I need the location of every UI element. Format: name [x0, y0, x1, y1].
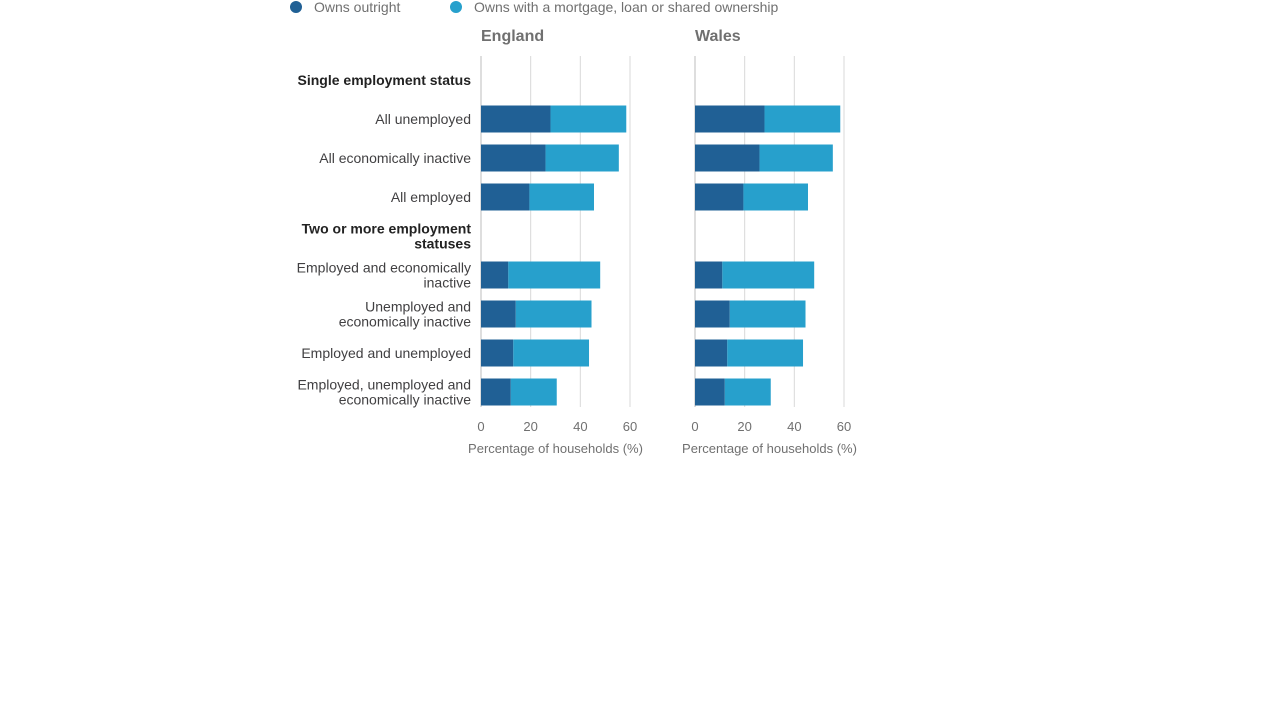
legend-label-owns-with-mortgage: Owns with a mortgage, loan or shared own…	[474, 0, 778, 15]
category-labels: Single employment status All unemployed Al…	[297, 72, 472, 408]
bar-england-all-economically-inactive-owns-with-a-mortgage-loan-or-shared-ownership	[545, 144, 619, 172]
legend-swatch-owns-outright	[290, 1, 302, 13]
x-axis-title-wales: Percentage of households (%)	[682, 441, 857, 456]
x-axis-title-england: Percentage of households (%)	[468, 441, 643, 456]
bar-wales-unemployed-and-economically-inactive-owns-with-a-mortgage-loan-or-shared-ownership	[729, 300, 806, 328]
tick-label-england-60: 60	[623, 419, 637, 434]
bar-wales-employed-unemployed-and-economically-inactive-owns-outright	[695, 378, 725, 406]
panel-title-wales: Wales	[695, 28, 741, 45]
tick-label-england-0: 0	[477, 419, 484, 434]
bar-england-employed-unemployed-and-economically-inactive-owns-with-a-mortgage-loan-or-shared-ownership	[510, 378, 557, 406]
bar-wales-unemployed-and-economically-inactive-owns-outright	[695, 300, 730, 328]
group-label-single-employment-status: Single employment status	[298, 72, 472, 88]
bar-wales-employed-unemployed-and-economically-inactive-owns-with-a-mortgage-loan-or-shared-ownership	[724, 378, 771, 406]
tick-label-england-40: 40	[573, 419, 587, 434]
bar-wales-all-unemployed-owns-outright	[695, 105, 765, 133]
tick-label-wales-40: 40	[787, 419, 801, 434]
bar-wales-employed-and-unemployed-owns-outright	[695, 339, 728, 367]
bar-england-employed-unemployed-and-economically-inactive-owns-outright	[481, 378, 511, 406]
tick-label-wales-20: 20	[737, 419, 751, 434]
tick-label-wales-0: 0	[691, 419, 698, 434]
bar-england-unemployed-and-economically-inactive-owns-with-a-mortgage-loan-or-shared-ownership	[515, 300, 592, 328]
group-label-two-or-more-employment-statuses: Two or more employment statuses	[302, 221, 472, 252]
legend-swatch-owns-with-mortgage	[450, 1, 462, 13]
category-label-all-unemployed: All unemployed	[375, 111, 471, 127]
bar-wales-all-unemployed-owns-with-a-mortgage-loan-or-shared-ownership	[764, 105, 841, 133]
bar-england-employed-and-unemployed-owns-outright	[481, 339, 514, 367]
bar-wales-all-employed-owns-outright	[695, 183, 744, 211]
category-label-employed-and-economically-inactive: Employed and economically inactive	[297, 260, 472, 291]
category-label-all-employed: All employed	[391, 189, 471, 205]
bar-england-all-unemployed-owns-outright	[481, 105, 551, 133]
panels: England 0 20 40 60 Percentage of households (…	[468, 28, 857, 456]
bar-england-all-economically-inactive-owns-outright	[481, 144, 546, 172]
category-label-all-economically-inactive: All economically inactive	[319, 150, 471, 166]
bar-wales-all-economically-inactive-owns-with-a-mortgage-loan-or-shared-ownership	[759, 144, 833, 172]
bar-england-unemployed-and-economically-inactive-owns-outright	[481, 300, 516, 328]
bar-wales-employed-and-economically-inactive-owns-with-a-mortgage-loan-or-shared-ownership	[722, 261, 815, 289]
bar-england-employed-and-economically-inactive-owns-outright	[481, 261, 509, 289]
bar-wales-employed-and-unemployed-owns-with-a-mortgage-loan-or-shared-ownership	[727, 339, 804, 367]
bar-wales-employed-and-economically-inactive-owns-outright	[695, 261, 723, 289]
tick-label-england-20: 20	[523, 419, 537, 434]
legend: Owns outright Owns with a mortgage, loan…	[290, 0, 778, 15]
category-label-unemployed-and-economically-inactive: Unemployed and economically inactive	[339, 299, 471, 330]
bar-wales-all-economically-inactive-owns-outright	[695, 144, 760, 172]
bar-england-employed-and-economically-inactive-owns-with-a-mortgage-loan-or-shared-ownership	[508, 261, 601, 289]
bar-england-all-employed-owns-with-a-mortgage-loan-or-shared-ownership	[529, 183, 594, 211]
panel-wales: Wales 0 20 40 60 Percentage of households (%)	[682, 28, 857, 456]
legend-label-owns-outright: Owns outright	[314, 0, 400, 15]
bar-england-all-employed-owns-outright	[481, 183, 530, 211]
panel-title-england: England	[481, 28, 544, 45]
panel-england: England 0 20 40 60 Percentage of households (…	[468, 28, 643, 456]
bar-wales-all-employed-owns-with-a-mortgage-loan-or-shared-ownership	[743, 183, 808, 211]
bar-england-employed-and-unemployed-owns-with-a-mortgage-loan-or-shared-ownership	[513, 339, 590, 367]
category-label-employed-unemployed-and-economically-inactive: Employed, unemployed and economically ina…	[297, 377, 471, 408]
bar-england-all-unemployed-owns-with-a-mortgage-loan-or-shared-ownership	[550, 105, 627, 133]
category-label-employed-and-unemployed: Employed and unemployed	[301, 345, 471, 361]
tick-label-wales-60: 60	[837, 419, 851, 434]
